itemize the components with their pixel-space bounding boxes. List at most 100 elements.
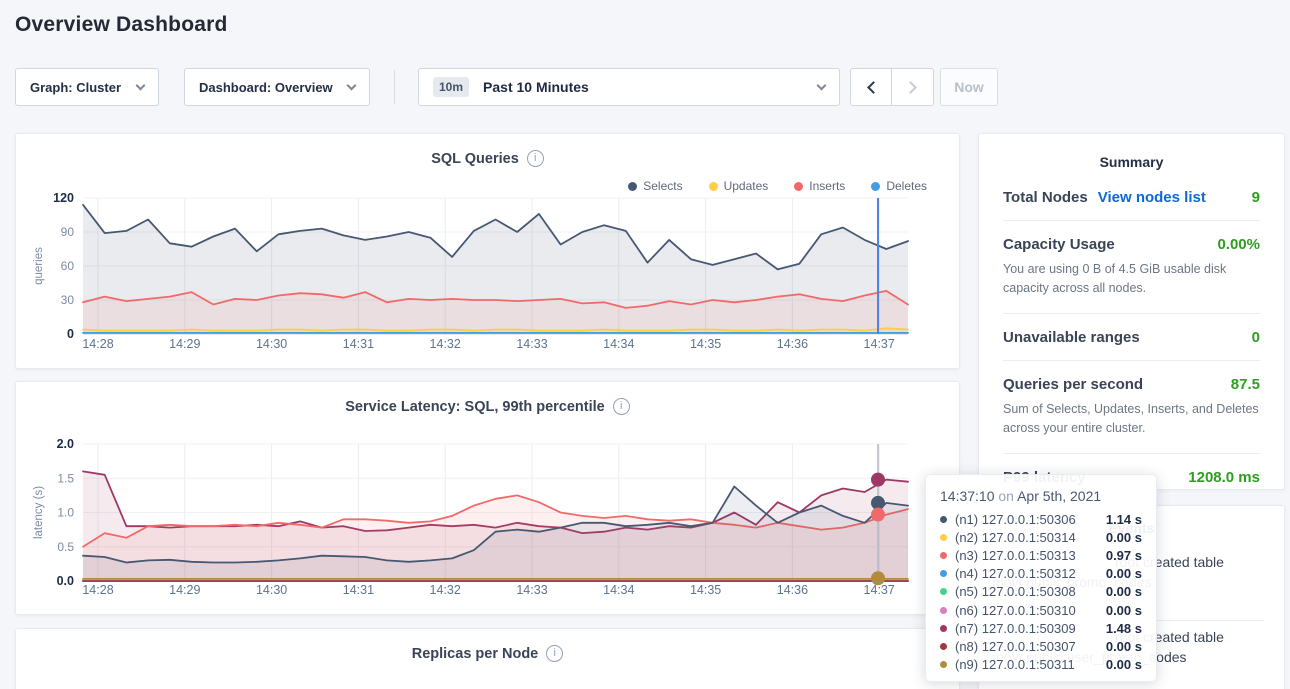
legend-dot-icon [708, 181, 718, 191]
time-prev-button[interactable] [850, 68, 892, 106]
tooltip-node-address: (n4) 127.0.0.1:50312 [955, 566, 1076, 582]
chevron-left-icon [866, 80, 880, 94]
service-latency-title-row: Service Latency: SQL, 99th percentile i [16, 398, 959, 415]
capacity-usage-value: 0.00% [1217, 236, 1260, 253]
svg-text:14:31: 14:31 [343, 583, 374, 597]
qps-desc: Sum of Selects, Updates, Inserts, and De… [1003, 401, 1259, 436]
tooltip-node-value: 0.00 s [1105, 638, 1142, 654]
summary-row-capacity: Capacity Usage 0.00% You are using 0 B o… [1003, 221, 1260, 314]
time-next-button[interactable] [892, 68, 934, 106]
svg-text:14:29: 14:29 [169, 583, 200, 597]
svg-text:14:30: 14:30 [256, 583, 287, 597]
qps-value: 87.5 [1230, 375, 1260, 393]
chart-hover-tooltip: 14:37:10 on Apr 5th, 2021 (n1) 127.0.0.1… [925, 474, 1157, 682]
svg-text:14:36: 14:36 [777, 583, 808, 597]
total-nodes-value: 9 [1251, 189, 1260, 206]
svg-text:queries: queries [33, 247, 45, 285]
capacity-usage-desc: You are using 0 B of 4.5 GiB usable disk… [1003, 262, 1227, 296]
unavailable-ranges-value: 0 [1251, 328, 1260, 346]
tooltip-node-address: (n6) 127.0.0.1:50310 [955, 602, 1076, 618]
svg-text:14:29: 14:29 [169, 337, 200, 351]
svg-text:14:28: 14:28 [82, 337, 113, 351]
legend-item-selects[interactable]: Selects [628, 179, 683, 193]
svg-text:14:34: 14:34 [603, 337, 634, 351]
tooltip-node-address: (n8) 127.0.0.1:50307 [955, 638, 1076, 654]
view-nodes-list-link[interactable]: View nodes list [1097, 189, 1206, 206]
info-icon[interactable]: i [526, 150, 544, 167]
svg-text:14:36: 14:36 [777, 337, 808, 351]
now-button[interactable]: Now [940, 68, 998, 106]
tooltip-node-value: 0.00 s [1105, 584, 1142, 600]
summary-row-total-nodes: Total Nodes View nodes list 9 [1003, 174, 1260, 221]
svg-text:2.0: 2.0 [57, 437, 74, 451]
tooltip-node-address: (n9) 127.0.0.1:50311 [955, 657, 1075, 673]
replicas-title-row: Replicas per Node i [16, 645, 959, 662]
tooltip-node-address: (n3) 127.0.0.1:50313 [955, 547, 1076, 563]
chevron-right-icon [904, 80, 917, 94]
legend-dot-icon [794, 181, 804, 191]
svg-text:14:33: 14:33 [516, 337, 547, 351]
legend-item-deletes[interactable]: Deletes [871, 179, 927, 193]
sql-queries-chart[interactable]: 14:28 14:29 14:30 14:31 14:32 14:33 14:34 14:35… [16, 134, 961, 370]
tooltip-node-address: (n2) 127.0.0.1:50314 [955, 529, 1076, 545]
svg-text:14:37: 14:37 [864, 583, 895, 597]
svg-text:120: 120 [53, 191, 74, 205]
time-range-dropdown[interactable]: 10m Past 10 Minutes [418, 68, 840, 106]
graph-scope-dropdown[interactable]: Graph: Cluster [15, 68, 159, 106]
svg-text:0: 0 [67, 327, 74, 341]
svg-text:14:31: 14:31 [343, 337, 374, 351]
qps-label: Queries per second [1003, 375, 1144, 393]
chevron-down-icon [816, 80, 827, 90]
p99-latency-value: 1208.0 ms [1188, 468, 1260, 486]
legend-dot-icon [628, 181, 638, 191]
tooltip-row: (n3) 127.0.0.1:50313 0.97 s [940, 546, 1142, 564]
svg-text:latency (s): latency (s) [33, 486, 45, 539]
total-nodes-label: Total Nodes [1003, 189, 1088, 206]
legend-label: Inserts [809, 179, 846, 193]
series-dot-icon [940, 515, 947, 523]
tooltip-row: (n4) 127.0.0.1:50312 0.00 s [940, 565, 1142, 583]
tooltip-node-value: 0.00 s [1105, 529, 1142, 545]
replicas-per-node-card: Replicas per Node i [15, 628, 960, 689]
legend-item-updates[interactable]: Updates [708, 179, 768, 193]
summary-panel: Summary Total Nodes View nodes list 9 Ca… [978, 133, 1285, 490]
sql-queries-legend: Selects Updates Inserts Deletes [628, 179, 927, 193]
toolbar-divider [394, 70, 395, 104]
svg-text:14:34: 14:34 [603, 583, 634, 597]
chart-title: Replicas per Node [411, 645, 539, 662]
legend-item-inserts[interactable]: Inserts [794, 179, 845, 193]
svg-text:30: 30 [61, 293, 75, 307]
summary-row-unavailable: Unavailable ranges 0 [1003, 314, 1260, 361]
series-dot-icon [940, 533, 947, 541]
tooltip-node-value: 0.00 s [1105, 566, 1142, 582]
svg-text:14:28: 14:28 [82, 583, 113, 597]
info-icon[interactable]: i [612, 398, 630, 415]
tooltip-row: (n1) 127.0.0.1:50306 1.14 s [940, 510, 1142, 528]
series-dot-icon [940, 551, 947, 559]
dashboard-dropdown[interactable]: Dashboard: Overview [184, 68, 370, 106]
svg-text:14:33: 14:33 [516, 583, 547, 597]
svg-text:0.5: 0.5 [57, 540, 74, 554]
series-dot-icon [940, 588, 947, 596]
toolbar: Graph: Cluster Dashboard: Overview 10m P… [0, 68, 1290, 106]
sql-queries-card: 14:28 14:29 14:30 14:31 14:32 14:33 14:34 14:35… [15, 133, 960, 369]
series-dot-icon [940, 624, 947, 632]
summary-row-qps: Queries per second 87.5 Sum of Selects, … [1003, 361, 1260, 454]
svg-text:1.5: 1.5 [57, 471, 74, 485]
tooltip-row: (n7) 127.0.0.1:50309 1.48 s [940, 619, 1142, 637]
tooltip-node-value: 0.97 s [1105, 547, 1142, 563]
chart-title: SQL Queries [431, 150, 519, 167]
tooltip-node-value: 0.00 s [1105, 657, 1142, 673]
service-latency-card: 14:28 14:29 14:30 14:31 14:32 14:33 14:34 14:35… [15, 381, 960, 615]
series-dot-icon [940, 606, 947, 614]
summary-title: Summary [1099, 154, 1164, 170]
tooltip-row: (n2) 127.0.0.1:50314 0.00 s [940, 528, 1142, 546]
svg-text:0.0: 0.0 [57, 574, 74, 588]
info-icon[interactable]: i [546, 645, 564, 662]
sql-queries-title-row: SQL Queries i [16, 150, 959, 167]
series-dot-icon [940, 661, 947, 669]
tooltip-node-value: 0.00 s [1105, 602, 1142, 618]
service-latency-chart[interactable]: 14:28 14:29 14:30 14:31 14:32 14:33 14:34 14:35… [16, 382, 961, 616]
svg-text:14:35: 14:35 [690, 583, 721, 597]
unavailable-ranges-label: Unavailable ranges [1003, 328, 1140, 346]
